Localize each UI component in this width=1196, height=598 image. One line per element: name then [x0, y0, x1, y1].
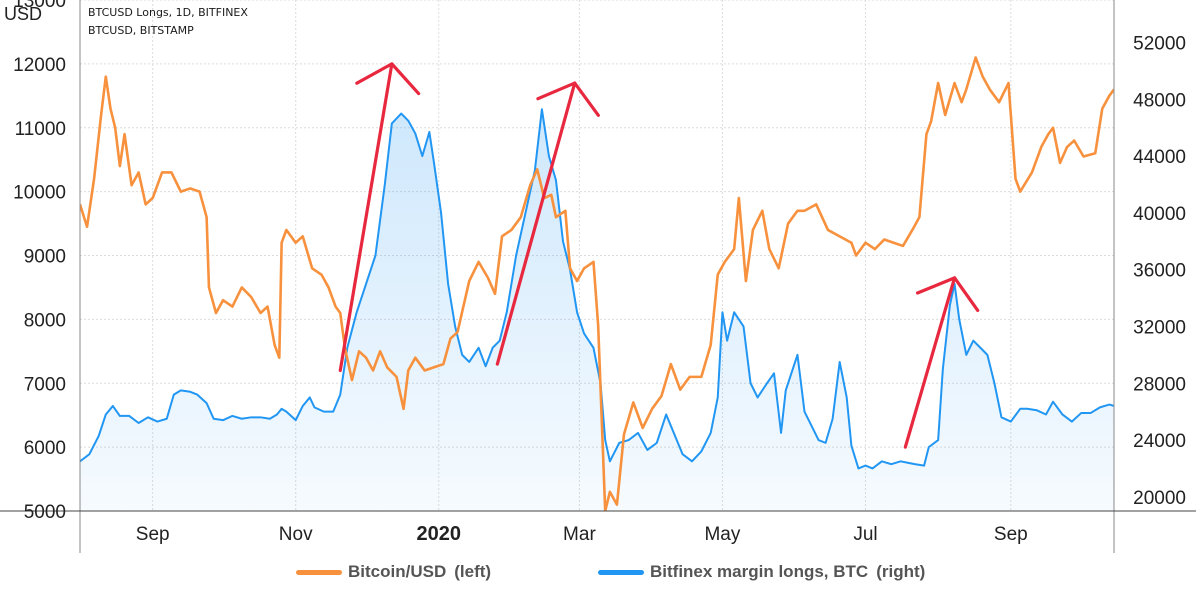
- left-axis-tick-label: 12000: [13, 55, 66, 76]
- right-axis-tick-label: 20000: [1133, 488, 1186, 509]
- series-line-bitcoin: [80, 56, 1114, 511]
- left-axis-tick-label: 9000: [24, 247, 66, 268]
- left-axis-tick-label: 7000: [24, 374, 66, 395]
- x-axis-tick-label: 2020: [416, 523, 461, 545]
- right-axis-tick-label: 28000: [1133, 374, 1186, 395]
- right-axis-tick-label: 32000: [1133, 317, 1186, 338]
- plot-area: [80, 56, 1114, 511]
- legend-swatch-blue-icon: [598, 569, 644, 575]
- series-area-margin-longs: [80, 109, 1114, 511]
- right-axis-tick-label: 44000: [1133, 147, 1186, 168]
- legend-swatch-orange-icon: [296, 569, 342, 575]
- x-axis-tick-label: Sep: [136, 524, 170, 545]
- x-axis-tick-label: Jul: [853, 524, 877, 545]
- x-axis-tick-label: Nov: [279, 524, 313, 545]
- right-axis-tick-label: 24000: [1133, 431, 1186, 452]
- chart-info-series-2: BTCUSD, BITSTAMP: [88, 24, 194, 37]
- x-axis-tick-label: Sep: [994, 524, 1028, 545]
- left-axis-tick-label: 5000: [24, 502, 66, 523]
- left-axis-tick-label: 10000: [13, 183, 66, 204]
- right-axis-tick-label: 40000: [1133, 204, 1186, 225]
- annotation-arrow-1: [338, 62, 421, 373]
- left-axis-tick-label: 8000: [24, 310, 66, 331]
- x-axis-tick-label: Mar: [563, 524, 596, 545]
- x-axis-tick-label: May: [704, 524, 740, 545]
- annotation-arrow-3: [903, 276, 980, 449]
- chart-info-series-1: BTCUSD Longs, 1D, BITFINEX: [88, 6, 248, 19]
- left-axis-tick-label: 13000: [13, 0, 66, 12]
- legend-suffix-right: (right): [876, 562, 926, 581]
- series-line-margin-longs: [80, 108, 1114, 470]
- left-axis-unit-label: USD: [4, 4, 42, 24]
- left-axis-tick-label: 6000: [24, 438, 66, 459]
- legend-label-bitcoin: Bitcoin/USD: [348, 562, 447, 581]
- legend-label-margin-longs: Bitfinex margin longs, BTC: [650, 562, 869, 581]
- axes: USD 5000 6000 7000 8000 9000 10000 11000 12000 13…: [0, 0, 1196, 553]
- right-axis-tick-label: 36000: [1133, 261, 1186, 282]
- right-axis-tick-label: 52000: [1133, 34, 1186, 55]
- legend-suffix-left: (left): [454, 562, 492, 581]
- annotation-arrows: [338, 62, 980, 449]
- annotation-arrow-2: [495, 81, 600, 366]
- legend-item-bitcoin[interactable]: Bitcoin/USD (left): [296, 562, 491, 582]
- left-axis-tick-label: 11000: [15, 119, 66, 140]
- right-axis-tick-label: 48000: [1133, 90, 1186, 111]
- chart: USD 5000 6000 7000 8000 9000 10000 11000 12000 13…: [0, 0, 1196, 553]
- legend-item-margin-longs[interactable]: Bitfinex margin longs, BTC (right): [598, 562, 925, 582]
- legend: Bitcoin/USD (left) Bitfinex margin longs…: [0, 558, 1196, 588]
